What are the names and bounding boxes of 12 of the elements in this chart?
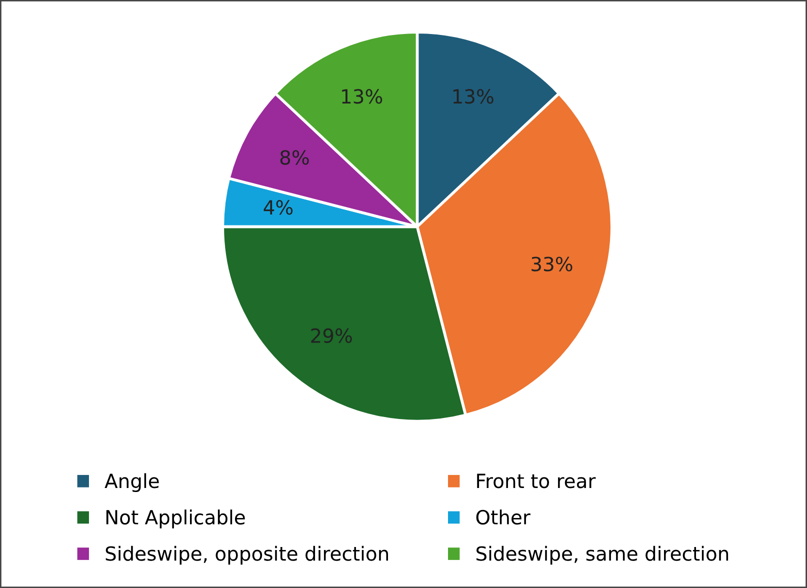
legend-label: Sideswipe, same direction [476,546,728,565]
data-label: 13% [453,89,494,104]
data-label: 13% [342,89,382,104]
legend-label: Not Applicable [106,510,245,528]
legend-label: Angle [104,473,159,492]
data-label: 29% [311,328,352,344]
data-label: 33% [532,256,572,272]
data-label: 8% [280,150,309,165]
legend-label: Other [476,510,530,525]
legend-label: Front to rear [477,474,596,488]
data-label: 4% [264,200,293,215]
legend-label: Sideswipe, opposite direction [106,546,388,565]
